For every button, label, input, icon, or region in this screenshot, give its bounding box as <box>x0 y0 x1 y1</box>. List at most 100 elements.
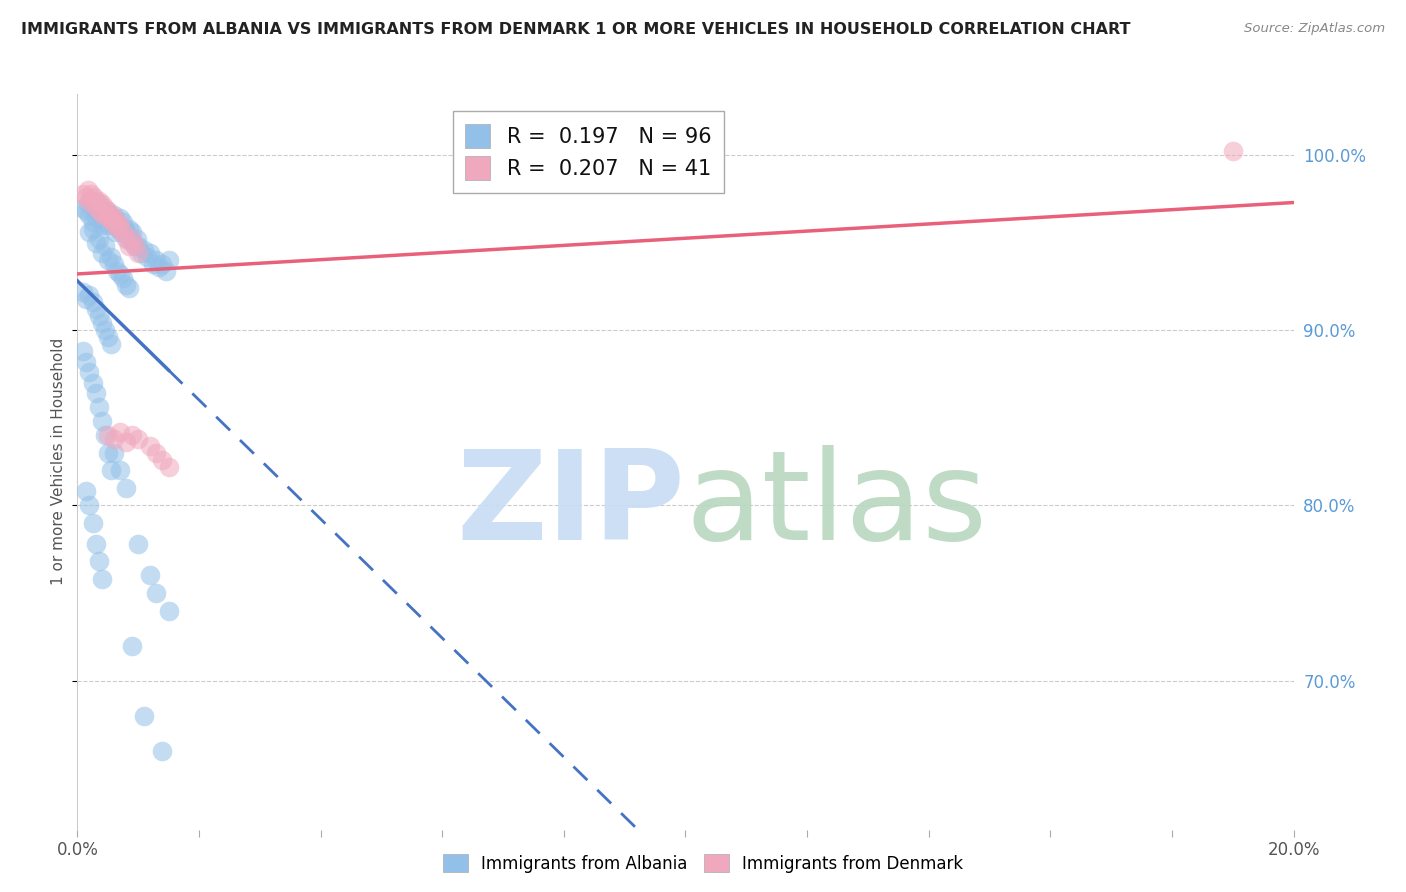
Point <box>75 204 97 219</box>
Point <box>121 232 143 246</box>
Point <box>136 250 159 264</box>
Point <box>100 211 122 225</box>
Point <box>82 197 104 211</box>
Point <box>77 197 100 211</box>
Point <box>127 246 149 260</box>
Point <box>127 239 149 253</box>
Point <box>83 201 105 215</box>
Point <box>93 323 115 337</box>
Point <box>82 295 104 310</box>
Point <box>104 218 127 232</box>
Point <box>122 235 145 250</box>
Point <box>72 344 94 359</box>
Point <box>157 253 180 268</box>
Text: Source: ZipAtlas.com: Source: ZipAtlas.com <box>1244 22 1385 36</box>
Point <box>110 225 132 239</box>
Point <box>90 246 112 260</box>
Point <box>121 428 143 442</box>
Point <box>75 355 97 369</box>
Point <box>107 221 129 235</box>
Point <box>97 428 120 442</box>
Point <box>155 263 177 277</box>
Point <box>96 204 118 219</box>
Point <box>89 208 111 222</box>
Legend: R =  0.197   N = 96, R =  0.207   N = 41: R = 0.197 N = 96, R = 0.207 N = 41 <box>453 112 724 193</box>
Point <box>118 221 141 235</box>
Point <box>84 302 107 317</box>
Point <box>157 603 180 617</box>
Point <box>87 309 110 323</box>
Point <box>145 253 167 268</box>
Point <box>103 257 125 271</box>
Point <box>142 257 165 271</box>
Point <box>91 208 114 222</box>
Point <box>93 214 115 228</box>
Point <box>79 365 101 379</box>
Point <box>101 214 124 228</box>
Point <box>1222 145 1244 159</box>
Point <box>80 194 103 208</box>
Point <box>83 190 105 204</box>
Point <box>145 586 167 600</box>
Point <box>134 708 156 723</box>
Point <box>97 330 120 344</box>
Point <box>124 239 146 253</box>
Point <box>118 281 141 295</box>
Point <box>79 208 101 222</box>
Point <box>148 260 170 274</box>
Point <box>84 235 107 250</box>
Point <box>115 277 138 292</box>
Point <box>145 446 167 460</box>
Legend: Immigrants from Albania, Immigrants from Denmark: Immigrants from Albania, Immigrants from… <box>436 847 970 880</box>
Point <box>134 243 156 257</box>
Point <box>97 446 120 460</box>
Point <box>75 484 97 499</box>
Point <box>115 481 138 495</box>
Point <box>72 186 94 201</box>
Point <box>90 197 112 211</box>
Point <box>93 428 115 442</box>
Point <box>108 267 131 281</box>
Point <box>111 214 134 228</box>
Point <box>87 197 110 211</box>
Point <box>77 183 100 197</box>
Point <box>105 214 128 228</box>
Text: atlas: atlas <box>686 445 987 566</box>
Point <box>111 270 134 285</box>
Point <box>87 232 110 246</box>
Point <box>124 239 146 253</box>
Point <box>108 425 131 439</box>
Point <box>139 439 162 453</box>
Point <box>129 246 152 260</box>
Point <box>82 376 104 390</box>
Point <box>120 232 142 246</box>
Point <box>84 194 107 208</box>
Point <box>139 568 162 582</box>
Point <box>97 208 120 222</box>
Point <box>103 432 125 446</box>
Point <box>90 316 112 330</box>
Point <box>100 208 122 222</box>
Point <box>108 218 131 232</box>
Point <box>80 186 103 201</box>
Point <box>121 639 143 653</box>
Point <box>93 239 115 253</box>
Point <box>90 572 112 586</box>
Point <box>105 263 128 277</box>
Point <box>75 190 97 204</box>
Point <box>82 516 104 530</box>
Point <box>96 208 118 222</box>
Point <box>108 463 131 477</box>
Point <box>118 239 141 253</box>
Point <box>87 401 110 415</box>
Point <box>121 225 143 239</box>
Point <box>82 214 104 228</box>
Point <box>90 414 112 428</box>
Point <box>91 204 114 219</box>
Point <box>101 218 124 232</box>
Point <box>111 225 134 239</box>
Point <box>84 537 107 551</box>
Point <box>100 337 122 351</box>
Point <box>115 435 138 450</box>
Point <box>115 232 138 246</box>
